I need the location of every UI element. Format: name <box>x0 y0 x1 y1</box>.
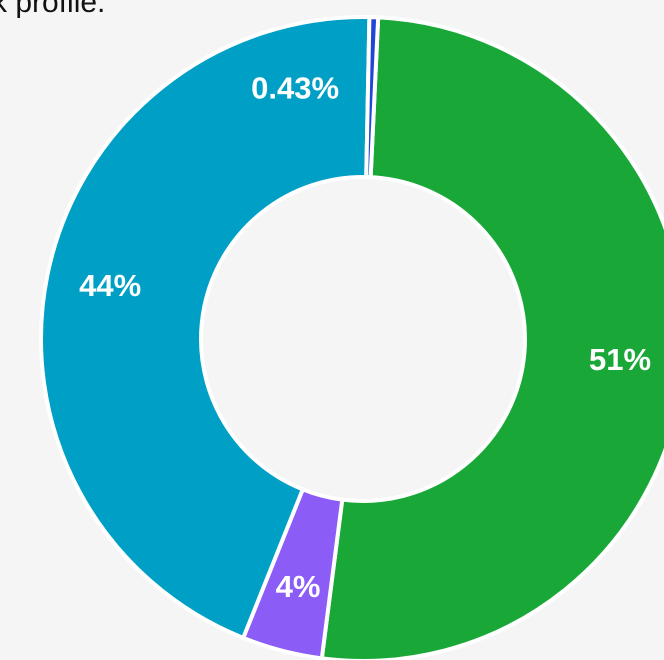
data-label: 51% <box>589 342 651 377</box>
chart-title: k profile. <box>0 0 105 19</box>
data-label: 0.43% <box>251 70 339 105</box>
donut-slice <box>319 15 664 660</box>
data-label: 4% <box>276 569 321 604</box>
donut-slice <box>364 15 381 180</box>
donut-slice <box>39 15 372 641</box>
data-label: 44% <box>79 268 141 303</box>
